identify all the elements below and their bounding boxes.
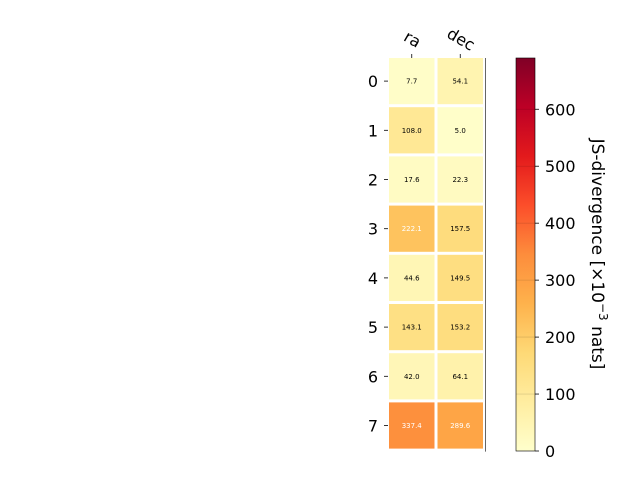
colorbar-tick-label: 100: [545, 385, 576, 404]
x-axis-labels: ra dec: [401, 24, 478, 58]
colorbar-ticks: 0 100 200 300 400 500 600: [516, 100, 576, 461]
y-tick-label: 7: [368, 417, 378, 436]
colorbar-label-main: JS-divergence [×10: [587, 138, 607, 303]
heatmap-cell: [437, 254, 483, 301]
y-tick-label: 4: [368, 269, 378, 288]
cell-value-label: 108.0: [402, 127, 422, 135]
colorbar-label-tail: nats]: [587, 321, 607, 370]
colorbar-tick-label: 600: [545, 100, 576, 119]
y-tick-label: 0: [368, 72, 378, 91]
cell-value-label: 7.7: [406, 78, 417, 86]
cell-value-label: 5.0: [455, 127, 466, 135]
heatmap-grid: 7.7 54.1 108.0 5.0 17.6 22.3 222.1 157.5 44.6 149…: [389, 58, 486, 452]
heatmap-cell: [389, 254, 435, 301]
cell-value-label: 17.6: [404, 176, 420, 184]
colorbar-tick-label: 400: [545, 214, 576, 233]
y-tick-label: 2: [368, 171, 378, 190]
cell-value-label: 153.2: [450, 324, 470, 332]
x-tick-label: dec: [444, 24, 478, 55]
cell-value-label: 22.3: [452, 176, 468, 184]
heatmap-cell: [389, 353, 435, 400]
cell-value-label: 64.1: [452, 373, 468, 381]
cell-value-label: 149.5: [450, 274, 470, 282]
heatmap-cell: [437, 156, 483, 203]
heatmap-cell: [389, 304, 435, 351]
colorbar-label: JS-divergence [×10−3 nats]: [587, 138, 610, 370]
x-tick-label: ra: [401, 27, 425, 52]
heatmap-cell: [389, 156, 435, 203]
colorbar-tick-label: 0: [545, 442, 555, 461]
colorbar-tick-label: 500: [545, 157, 576, 176]
colorbar-tick-label: 200: [545, 328, 576, 347]
cell-value-label: 54.1: [452, 78, 468, 86]
cell-value-label: 289.6: [450, 422, 471, 430]
colorbar-label-exponent: −3: [596, 303, 610, 321]
heatmap-cell: [389, 402, 435, 449]
cell-value-label: 143.1: [402, 324, 422, 332]
colorbar-tick-label: 300: [545, 271, 576, 290]
heatmap-cell: [437, 107, 483, 154]
colorbar-scale: [515, 57, 536, 452]
heatmap-cell: [437, 58, 483, 105]
cell-value-label: 44.6: [404, 274, 420, 282]
heatmap-cell: [437, 304, 483, 351]
heatmap-cell: [389, 205, 435, 252]
heatmap-cell: [437, 353, 483, 400]
cell-value-label: 42.0: [404, 373, 420, 381]
y-tick-label: 3: [368, 220, 378, 239]
y-tick-label: 5: [368, 318, 378, 337]
y-axis-labels: 0 1 2 3 4 5 6 7: [368, 72, 388, 436]
heatmap-cell: [389, 58, 435, 105]
y-tick-label: 6: [368, 367, 378, 386]
cell-value-label: 157.5: [450, 225, 470, 233]
heatmap-cell: [437, 402, 483, 449]
cell-value-label: 222.1: [402, 225, 422, 233]
y-tick-label: 1: [368, 121, 378, 140]
heatmap-cell: [389, 107, 435, 154]
heatmap-cell: [437, 205, 483, 252]
colorbar: 0 100 200 300 400 500 600 JS-divergence [×10−3…: [515, 57, 610, 461]
cell-value-label: 337.4: [402, 422, 423, 430]
